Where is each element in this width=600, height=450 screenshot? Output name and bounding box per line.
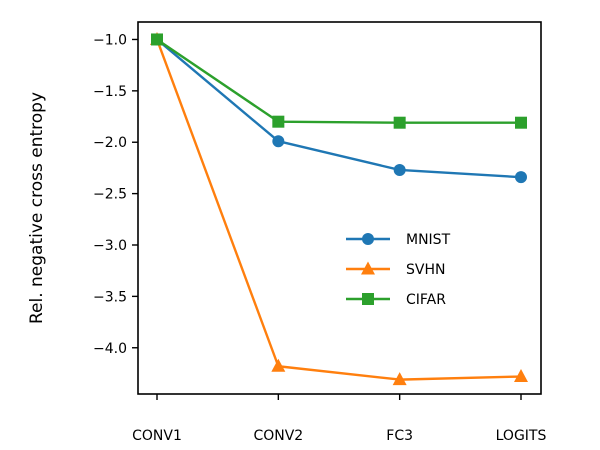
plot-frame bbox=[137, 21, 542, 395]
y-tick-label: −1.0 bbox=[93, 32, 127, 48]
data-point-cifar bbox=[272, 115, 285, 128]
y-tick-label: −4.0 bbox=[93, 341, 127, 357]
x-tick-label: LOGITS bbox=[496, 428, 547, 444]
series-line-mnist bbox=[156, 38, 522, 179]
x-tick-label: CONV2 bbox=[253, 428, 303, 444]
data-point-mnist bbox=[515, 171, 527, 184]
series-line-cifar bbox=[156, 38, 521, 124]
legend-label-svhn: SVHN bbox=[406, 262, 445, 278]
y-axis: −1.0 −1.5 −2.0 −2.5 −3.0 −3.5 −4.0 bbox=[93, 32, 138, 357]
legend-marker-cifar bbox=[362, 293, 374, 305]
data-point-mnist bbox=[393, 163, 406, 176]
legend-marker-mnist bbox=[362, 233, 374, 245]
data-point-cifar bbox=[151, 33, 163, 46]
y-tick-label: −3.5 bbox=[93, 289, 127, 305]
data-point-svhn bbox=[392, 372, 407, 386]
y-tick-label: −1.5 bbox=[93, 84, 127, 100]
data-point-mnist bbox=[272, 135, 285, 148]
legend-label-cifar: CIFAR bbox=[406, 292, 446, 308]
legend-marker-svhn bbox=[361, 261, 375, 275]
legend: MNIST SVHN CIFAR bbox=[346, 232, 451, 308]
series-line-svhn bbox=[155, 39, 522, 381]
y-tick-label: −2.5 bbox=[93, 187, 127, 203]
y-axis-label: Rel. negative cross entropy bbox=[27, 92, 47, 324]
y-tick-label: −2.0 bbox=[93, 135, 127, 151]
x-tick-label: FC3 bbox=[386, 428, 413, 444]
series-layer bbox=[150, 31, 528, 386]
data-point-svhn bbox=[514, 369, 528, 383]
y-tick-label: −3.0 bbox=[93, 238, 127, 254]
data-point-cifar bbox=[393, 116, 406, 129]
data-point-cifar bbox=[515, 116, 527, 129]
data-point-svhn bbox=[271, 358, 286, 372]
x-axis: CONV1 CONV2 FC3 LOGITS bbox=[132, 394, 546, 444]
legend-label-mnist: MNIST bbox=[406, 232, 451, 248]
x-tick-label: CONV1 bbox=[132, 428, 182, 444]
